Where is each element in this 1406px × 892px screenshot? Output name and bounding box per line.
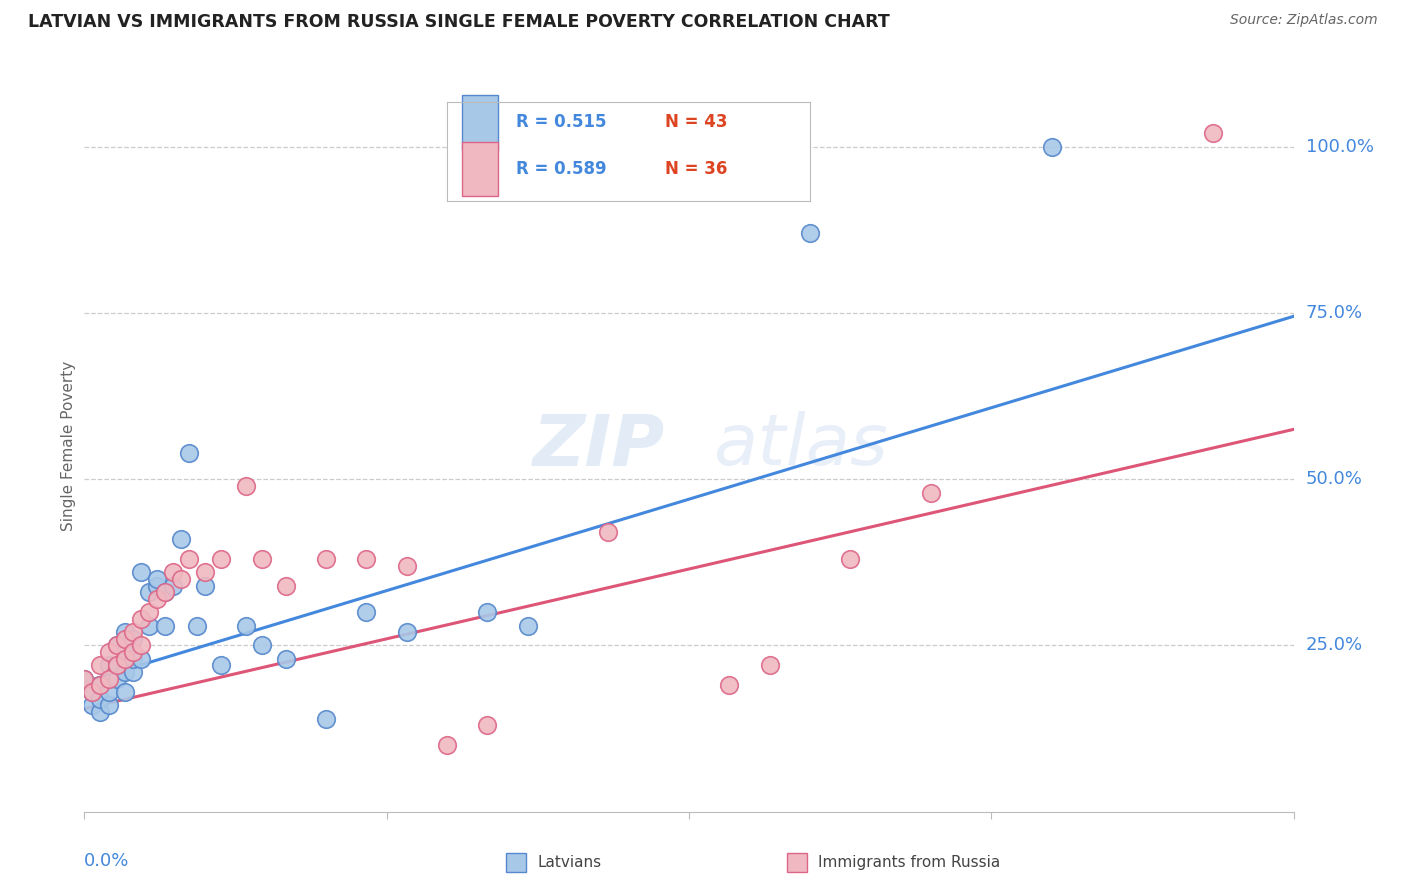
Point bbox=[146, 579, 169, 593]
Point bbox=[121, 632, 143, 646]
Point bbox=[209, 658, 232, 673]
Point bbox=[718, 678, 741, 692]
Point bbox=[170, 572, 193, 586]
Text: LATVIAN VS IMMIGRANTS FROM RUSSIA SINGLE FEMALE POVERTY CORRELATION CHART: LATVIAN VS IMMIGRANTS FROM RUSSIA SINGLE… bbox=[28, 13, 890, 31]
Point bbox=[356, 605, 378, 619]
Text: Immigrants from Russia: Immigrants from Russia bbox=[818, 855, 1001, 870]
Text: 100.0%: 100.0% bbox=[1306, 137, 1374, 156]
Point bbox=[97, 698, 120, 713]
Point bbox=[129, 652, 152, 666]
Point bbox=[146, 572, 169, 586]
Point bbox=[179, 552, 201, 566]
Point bbox=[105, 639, 128, 653]
Point bbox=[114, 632, 136, 646]
Text: Latvians: Latvians bbox=[537, 855, 602, 870]
Point bbox=[315, 552, 337, 566]
Point bbox=[114, 625, 136, 640]
Point bbox=[82, 698, 104, 713]
Text: 50.0%: 50.0% bbox=[1306, 470, 1362, 488]
Point bbox=[1202, 127, 1225, 141]
Point bbox=[477, 605, 499, 619]
Point bbox=[121, 645, 143, 659]
Point bbox=[315, 712, 337, 726]
Point bbox=[516, 618, 538, 632]
Y-axis label: Single Female Poverty: Single Female Poverty bbox=[60, 361, 76, 531]
Point bbox=[162, 579, 184, 593]
Point bbox=[114, 652, 136, 666]
Point bbox=[274, 579, 297, 593]
Text: ZIP: ZIP bbox=[533, 411, 665, 481]
Point bbox=[129, 612, 152, 626]
Point bbox=[97, 645, 120, 659]
Point bbox=[121, 665, 143, 679]
Point bbox=[105, 658, 128, 673]
Point bbox=[250, 639, 273, 653]
Point bbox=[250, 552, 273, 566]
Text: 0.0%: 0.0% bbox=[84, 852, 129, 870]
Point bbox=[170, 532, 193, 546]
Point bbox=[114, 645, 136, 659]
Point bbox=[89, 658, 111, 673]
Point bbox=[186, 618, 208, 632]
Text: 75.0%: 75.0% bbox=[1306, 304, 1362, 322]
Point bbox=[97, 685, 120, 699]
Point bbox=[839, 552, 862, 566]
Point bbox=[97, 672, 120, 686]
Point bbox=[274, 652, 297, 666]
Point bbox=[121, 625, 143, 640]
Point bbox=[209, 552, 232, 566]
Point bbox=[1040, 140, 1063, 154]
Point bbox=[129, 566, 152, 580]
Point bbox=[129, 639, 152, 653]
Point bbox=[920, 485, 942, 500]
Point bbox=[138, 618, 160, 632]
Point bbox=[179, 445, 201, 459]
Point bbox=[105, 639, 128, 653]
Point bbox=[89, 678, 111, 692]
Text: Source: ZipAtlas.com: Source: ZipAtlas.com bbox=[1230, 13, 1378, 28]
Point bbox=[395, 558, 418, 573]
Point bbox=[138, 585, 160, 599]
Point bbox=[105, 672, 128, 686]
Point bbox=[89, 691, 111, 706]
Point bbox=[395, 625, 418, 640]
Point bbox=[73, 672, 96, 686]
Text: atlas: atlas bbox=[713, 411, 887, 481]
Point bbox=[598, 525, 620, 540]
Point bbox=[194, 579, 217, 593]
Point bbox=[235, 618, 257, 632]
Point bbox=[138, 605, 160, 619]
Point bbox=[477, 718, 499, 732]
Point bbox=[89, 705, 111, 719]
Point bbox=[153, 585, 176, 599]
Point bbox=[194, 566, 217, 580]
Point bbox=[799, 226, 821, 240]
Point bbox=[436, 738, 458, 752]
Point bbox=[153, 585, 176, 599]
Point bbox=[105, 658, 128, 673]
Point bbox=[82, 685, 104, 699]
Point bbox=[114, 665, 136, 679]
Point bbox=[114, 685, 136, 699]
Point bbox=[162, 566, 184, 580]
Point bbox=[356, 552, 378, 566]
Point bbox=[73, 672, 96, 686]
Text: 25.0%: 25.0% bbox=[1306, 637, 1362, 655]
Point bbox=[758, 658, 780, 673]
Point bbox=[97, 658, 120, 673]
Point bbox=[89, 678, 111, 692]
Point bbox=[146, 591, 169, 606]
Point bbox=[153, 618, 176, 632]
Point bbox=[235, 479, 257, 493]
Point bbox=[82, 685, 104, 699]
Point bbox=[121, 652, 143, 666]
